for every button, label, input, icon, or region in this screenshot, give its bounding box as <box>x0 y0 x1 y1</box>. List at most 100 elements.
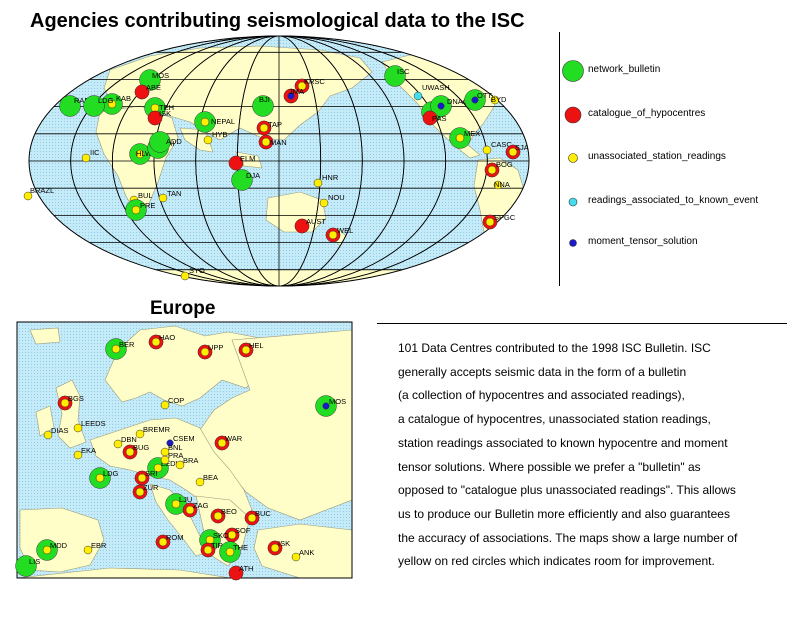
agency-marker-cop: COP <box>160 396 184 410</box>
agency-marker-kab: KAB <box>101 93 131 115</box>
agency-marker-upp: UPP <box>197 343 223 360</box>
agency-symbol-network-bulletin <box>149 131 171 153</box>
agency-label: ELM <box>240 154 255 163</box>
agency-label: BUC <box>255 509 271 518</box>
agency-label: MAN <box>270 138 287 147</box>
agency-marker-isk: ISK <box>267 539 290 556</box>
agency-symbol-unassociated-station-readings <box>151 337 161 347</box>
agency-label: SJA <box>515 143 529 152</box>
agency-symbol-unassociated-station-readings <box>73 450 83 460</box>
agency-symbol-unassociated-station-readings <box>455 133 465 143</box>
agency-label: DIAS <box>51 426 69 435</box>
agency-marker-nna: NNA <box>493 180 510 190</box>
agency-label: HEL <box>249 341 264 350</box>
description-line: generally accepts seismic data in the fo… <box>398 364 687 379</box>
agency-label: PRE <box>140 201 155 210</box>
agency-symbol-unassociated-station-readings <box>203 545 213 555</box>
agency-marker-csem: CSEM <box>166 434 195 447</box>
agency-label: BYD <box>491 95 507 104</box>
agency-marker-bgs: BGS <box>57 394 84 411</box>
agency-marker-bremr: BREMR <box>135 425 171 439</box>
agency-label: CASC <box>491 140 512 149</box>
agency-marker-dja: DJA <box>231 169 260 191</box>
description-line: a catalogue of hypocentres, unassociated… <box>398 412 711 427</box>
agency-symbol-unassociated-station-readings <box>319 198 329 208</box>
agency-symbol-catalogue-of-hypocentres <box>228 155 244 171</box>
agency-symbol-unassociated-station-readings <box>107 99 117 109</box>
agency-label: TAP <box>268 120 282 129</box>
agency-marker-ath: ATH <box>228 564 253 581</box>
agency-symbol-unassociated-station-readings <box>160 455 170 465</box>
agency-symbol-unassociated-station-readings <box>60 398 70 408</box>
agency-marker-syo: SYO <box>180 266 205 281</box>
agency-marker-ldg: LDG <box>83 95 114 117</box>
agency-label: TIR <box>211 541 224 550</box>
agency-marker-jma: JMA <box>283 87 304 104</box>
agency-marker-abe: ABE <box>134 83 161 100</box>
europe-map-title: Europe <box>150 298 216 319</box>
agency-symbol-unassociated-station-readings <box>113 439 123 449</box>
europe-land <box>17 325 352 578</box>
agency-symbol-catalogue-of-hypocentres <box>294 218 310 234</box>
agency-marker-man: MAN <box>258 134 287 150</box>
agency-symbol-moment-tensor-solution <box>322 402 330 410</box>
agency-symbol-unassociated-station-readings <box>213 511 223 521</box>
agency-symbol-unassociated-station-readings <box>43 430 53 440</box>
agency-label: UWASH <box>422 83 450 92</box>
agency-marker-brazl: BRAZL <box>23 186 54 201</box>
agency-label: EBR <box>91 541 107 550</box>
agency-label: CSEM <box>173 434 195 443</box>
agency-marker-wel: WEL <box>325 226 353 243</box>
agency-symbol-unassociated-station-readings <box>175 460 185 470</box>
agency-label: ISC <box>397 67 410 76</box>
agency-symbol-unassociated-station-readings <box>158 537 168 547</box>
agency-symbol-unassociated-station-readings <box>261 137 271 147</box>
agency-symbol-unassociated-station-readings <box>160 400 170 410</box>
agency-symbol-unassociated-station-readings <box>125 447 135 457</box>
agency-marker-isc: ISC <box>384 65 410 87</box>
legend-divider <box>559 32 560 286</box>
agency-symbol-unassociated-station-readings <box>297 81 307 91</box>
legend-label: readings_associated_to_known_event <box>588 195 759 206</box>
agency-label: MOS <box>152 71 169 80</box>
agency-marker-rom: ROM <box>155 533 184 550</box>
agency-label: IIC <box>90 148 100 157</box>
agency-symbol-moment-tensor-solution <box>437 102 445 110</box>
agency-label: ZAG <box>193 501 209 510</box>
agency-label: SPGC <box>494 213 516 222</box>
agency-marker-beo: BEO <box>210 507 237 524</box>
agency-label: HYB <box>212 130 227 139</box>
agency-label: MEX <box>464 129 480 138</box>
agency-label: BOG <box>496 160 513 169</box>
agency-label: HAO <box>159 333 175 342</box>
description-divider <box>377 323 787 324</box>
agency-marker-hlw: HLW <box>129 143 153 165</box>
agency-marker-ber: BER <box>105 338 135 360</box>
agency-marker-iic: IIC <box>81 148 100 163</box>
agency-marker-hnr: HNR <box>313 173 339 188</box>
agency-label: SYO <box>189 266 205 275</box>
agency-label: ISK <box>159 109 171 118</box>
agency-label: BUG <box>133 443 149 452</box>
description-line: station readings associated to known hyp… <box>398 435 728 450</box>
description-text: 101 Data Centres contributed to the 1998… <box>398 337 783 574</box>
agency-symbol-unassociated-station-readings <box>200 347 210 357</box>
agency-symbol-unassociated-station-readings <box>42 545 52 555</box>
agency-label: EKA <box>81 446 96 455</box>
agency-symbol-unassociated-station-readings <box>291 552 301 562</box>
agency-label: KAB <box>116 94 131 103</box>
agency-label: BER <box>119 340 135 349</box>
agency-label: NNA <box>494 180 510 189</box>
agency-symbol-moment-tensor-solution <box>471 96 479 104</box>
agency-marker-krsc: KRSC <box>294 77 325 94</box>
agency-symbol-unassociated-station-readings <box>328 230 338 240</box>
agency-label: UPP <box>208 343 223 352</box>
agency-marker-aust: AUST <box>294 217 326 234</box>
description-line: tensor solutions. Where possible we pref… <box>398 459 701 474</box>
agency-marker-elm: ELM <box>228 154 255 171</box>
description-line: 101 Data Centres contributed to the 1998… <box>398 341 711 355</box>
agency-marker-pas: PAS <box>422 110 446 126</box>
agency-marker-ldg: LDG <box>89 467 119 489</box>
agency-marker-buc: BUC <box>244 509 271 526</box>
